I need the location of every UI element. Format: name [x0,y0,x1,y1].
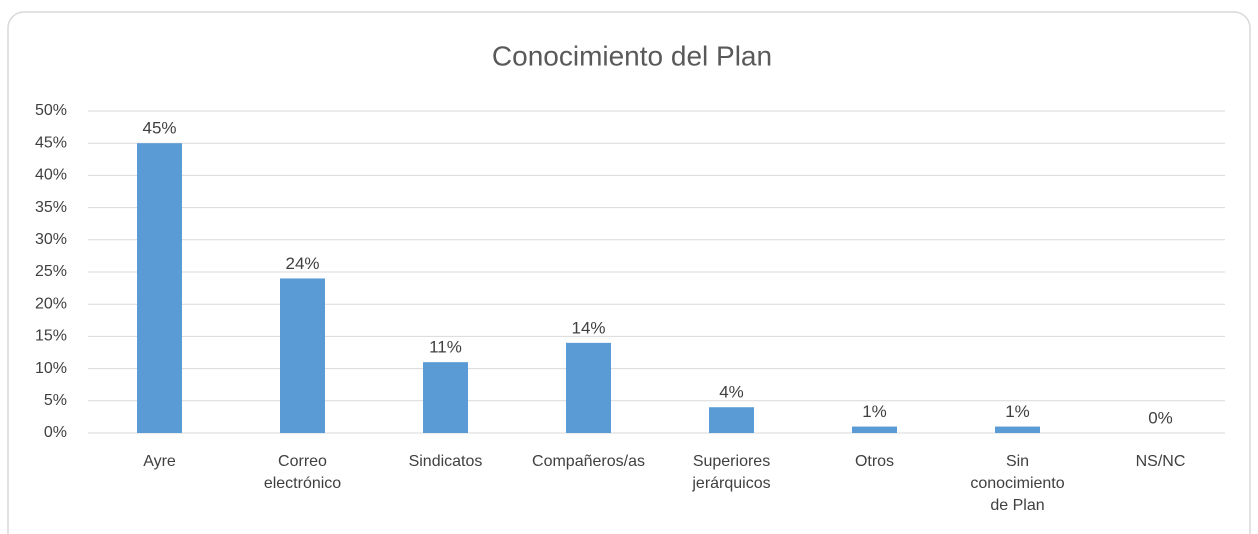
data-label: 11% [429,338,462,357]
data-label: 14% [571,318,605,337]
x-tick-label: Compañeros/as [532,453,645,470]
data-label: 1% [862,402,887,421]
data-label: 0% [1148,408,1173,427]
data-label: 24% [285,254,319,273]
bar [709,407,754,433]
bar [137,143,182,433]
y-tick-label: 45% [35,134,67,151]
data-label: 4% [719,383,744,402]
x-tick-label: Sindicatos [409,453,483,470]
x-tick-label: Sin conocimiento de Plan [970,453,1064,514]
y-tick-label: 25% [35,263,67,280]
bar [852,426,897,433]
bar [423,362,468,433]
y-tick-label: 50% [35,102,67,119]
x-tick-label: NS/NC [1136,453,1186,470]
y-tick-label: 15% [35,328,67,345]
x-tick-label: Correo electrónico [264,453,341,492]
bar [995,426,1040,433]
y-tick-label: 0% [44,424,67,441]
data-label: 1% [1005,402,1030,421]
x-tick-label: Superiores jerárquicos [691,453,770,492]
bar [280,278,325,433]
y-tick-label: 35% [35,199,67,216]
x-tick-label: Otros [855,453,894,470]
chart-title: Conocimiento del Plan [492,40,772,71]
y-tick-label: 5% [44,392,67,409]
y-tick-label: 10% [35,360,67,377]
y-tick-label: 30% [35,231,67,248]
x-tick-label: Ayre [143,453,176,470]
data-label: 45% [142,119,176,138]
bar [566,342,611,433]
y-tick-label: 40% [35,167,67,184]
y-tick-label: 20% [35,295,67,312]
